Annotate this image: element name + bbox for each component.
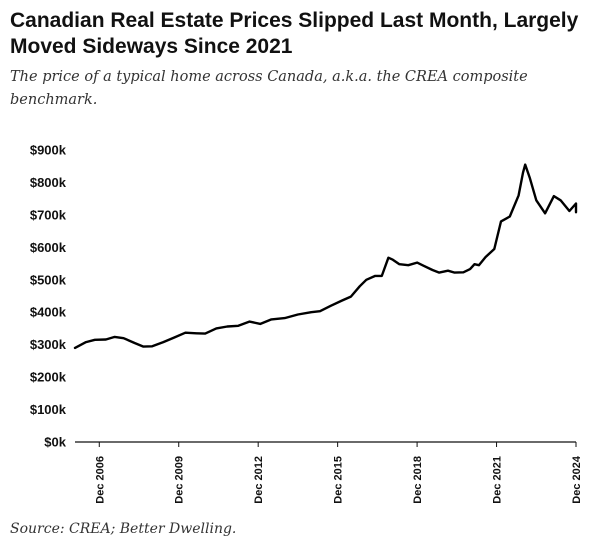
x-tick-label: Dec 2009: [174, 456, 186, 504]
x-tick-label: Dec 2012: [253, 456, 265, 504]
chart-subtitle: The price of a typical home across Canad…: [10, 69, 528, 108]
y-tick-label: $700k: [30, 207, 67, 222]
y-tick-label: $500k: [30, 272, 67, 287]
x-tick-label: Dec 2015: [333, 456, 345, 504]
chart-title: Canadian Real Estate Prices Slipped Last…: [10, 9, 579, 58]
price-series-line: [73, 163, 578, 350]
source-note: Source: CREA; Better Dwelling.: [10, 521, 237, 537]
y-tick-label: $800k: [30, 175, 67, 190]
y-tick-label: $600k: [30, 240, 67, 255]
x-tick-label: Dec 2021: [492, 456, 504, 504]
y-tick-label: $300k: [30, 337, 67, 352]
y-tick-label: $200k: [30, 370, 67, 385]
x-tick-label: Dec 2006: [94, 456, 106, 504]
y-tick-label: $100k: [30, 402, 67, 417]
y-tick-label: $900k: [30, 143, 67, 158]
x-tick-label: Dec 2018: [412, 456, 424, 504]
y-tick-label: $400k: [30, 305, 67, 320]
x-tick-label: Dec 2024: [571, 455, 583, 504]
y-tick-label: $0k: [44, 435, 66, 450]
